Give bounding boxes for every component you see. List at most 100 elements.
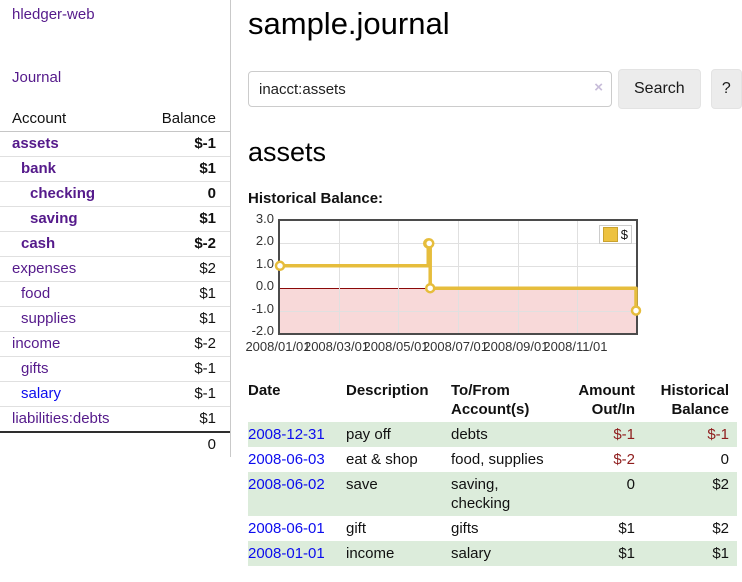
- account-row: checking 0: [0, 181, 230, 207]
- account-row: supplies $1: [0, 306, 230, 332]
- col-date-label: Date: [248, 382, 281, 399]
- account-row: bank $1: [0, 156, 230, 182]
- main-content: sample.journal × Search ? assets Histori…: [231, 0, 742, 566]
- data-point-marker: [630, 305, 642, 316]
- transaction-balance: $-1: [707, 426, 729, 443]
- chart-title: Historical Balance:: [248, 190, 384, 207]
- transaction-date-link[interactable]: 2008-06-02: [248, 476, 325, 493]
- transaction-date-link[interactable]: 2008-06-03: [248, 451, 325, 468]
- balance-chart: $ 3.0 2.0 1.0 0.0 -1.0 -2.0 2008/01/01 2008/03/…: [245, 211, 728, 363]
- account-link-expenses[interactable]: expenses: [12, 260, 77, 277]
- register-table-body: 2008-12-31 pay off debts $-1 $-1 2008-06-03 ea…: [248, 422, 737, 566]
- account-row: income $-2: [0, 331, 230, 357]
- v-gridline: [517, 221, 519, 333]
- data-point-marker: [274, 260, 286, 272]
- y-tick-label: 2.0: [255, 233, 274, 249]
- account-balance: $-1: [132, 356, 230, 382]
- register-table: Date Description To/From Account(s) Amou…: [248, 379, 737, 566]
- search-box: ×: [248, 71, 612, 107]
- legend-swatch: [602, 227, 618, 242]
- account-row: cash $-2: [0, 231, 230, 257]
- help-button[interactable]: ?: [710, 69, 742, 109]
- account-link-food[interactable]: food: [21, 285, 51, 302]
- transaction-description: income: [346, 545, 395, 562]
- page-title: sample.journal: [248, 6, 450, 41]
- transaction-date-link[interactable]: 2008-01-01: [248, 545, 325, 562]
- transaction-balance: $1: [712, 545, 729, 562]
- accounts-table-body: assets $-1 bank $1 checking 0 saving $1 cash $-2 e…: [0, 131, 230, 433]
- accounts-total-value: 0: [132, 431, 230, 457]
- accounts-total-spacer: [0, 431, 133, 457]
- v-gridline: [338, 221, 340, 333]
- col-balance: Historical Balance: [660, 382, 729, 418]
- transaction-amount: 0: [626, 476, 635, 493]
- data-point-marker: [424, 282, 436, 294]
- account-link-gifts[interactable]: gifts: [21, 360, 49, 377]
- accounts-table: Account Balance assets $-1 bank $1 checking 0…: [0, 107, 230, 457]
- col-accounts: To/From Account(s): [451, 382, 530, 418]
- transaction-date-link[interactable]: 2008-12-31: [248, 426, 325, 443]
- y-tick-label: 3.0: [255, 211, 274, 226]
- account-balance: $1: [132, 206, 230, 232]
- app-layout: hledger-web Journal Account Balance asse…: [0, 0, 742, 566]
- transaction-row: 2008-12-31 pay off debts $-1 $-1: [248, 422, 737, 447]
- accounts-header-row: Account Balance: [0, 107, 230, 132]
- plot-area: $: [274, 219, 642, 335]
- account-link-liabilities-debts[interactable]: liabilities:debts: [12, 410, 110, 427]
- transaction-row: 2008-06-03 eat & shop food, supplies $-2 0: [248, 447, 737, 472]
- transaction-row: 2008-06-02 save saving, checking 0 $2: [248, 472, 737, 516]
- chart-legend: $: [598, 225, 632, 244]
- account-row: assets $-1: [0, 131, 230, 157]
- journal-nav-link[interactable]: Journal: [12, 69, 62, 86]
- chart-canvas: [274, 238, 642, 316]
- brand-link[interactable]: hledger-web: [12, 6, 95, 23]
- account-link-assets[interactable]: assets: [12, 135, 59, 152]
- account-link-bank[interactable]: bank: [21, 160, 57, 177]
- sidebar-nav: Journal: [12, 69, 230, 86]
- account-balance: $-1: [132, 381, 230, 407]
- account-balance: $-2: [132, 331, 230, 357]
- v-gridline: [457, 221, 459, 333]
- transaction-balance: $2: [712, 520, 729, 537]
- account-balance: $1: [132, 156, 230, 182]
- transaction-amount: $1: [618, 545, 635, 562]
- transaction-description: eat & shop: [346, 451, 418, 468]
- x-tick-label: 2008/07/01: [422, 339, 489, 354]
- account-balance: $-2: [132, 231, 230, 257]
- account-link-checking[interactable]: checking: [30, 185, 96, 202]
- v-gridline: [398, 221, 400, 333]
- account-row: food $1: [0, 281, 230, 307]
- search-input[interactable]: [248, 71, 612, 107]
- transaction-date-link[interactable]: 2008-06-01: [248, 520, 325, 537]
- x-tick-label: 2008/09/01: [483, 339, 549, 354]
- account-balance: 0: [132, 181, 230, 207]
- data-point-marker: [423, 238, 435, 249]
- account-row: gifts $-1: [0, 356, 230, 382]
- balance-step-line: [280, 241, 638, 311]
- register-header-row: Date Description To/From Account(s) Amou…: [248, 379, 737, 422]
- account-link-saving[interactable]: saving: [30, 210, 78, 227]
- transaction-balance: 0: [720, 451, 729, 468]
- x-tick-label: 2008/11/01: [543, 339, 608, 354]
- transaction-row: 2008-06-01 gift gifts $1 $2: [248, 516, 737, 541]
- account-link-income[interactable]: income: [12, 335, 61, 352]
- transaction-accounts: debts: [451, 426, 488, 443]
- transaction-accounts: food, supplies: [451, 451, 544, 468]
- clear-search-icon[interactable]: ×: [594, 79, 603, 96]
- account-link-supplies[interactable]: supplies: [21, 310, 77, 327]
- search-form: × Search ?: [248, 69, 742, 109]
- accounts-header-account: Account: [0, 107, 133, 132]
- account-row: expenses $2: [0, 256, 230, 282]
- col-date[interactable]: Date: [248, 379, 346, 422]
- search-button[interactable]: Search: [618, 69, 701, 109]
- account-link-cash[interactable]: cash: [21, 235, 56, 252]
- account-balance: $1: [132, 281, 230, 307]
- account-link-salary[interactable]: salary: [21, 385, 62, 402]
- accounts-header-balance: Balance: [132, 107, 230, 132]
- account-row: salary $-1: [0, 381, 230, 407]
- transaction-accounts: gifts: [451, 520, 479, 537]
- account-balance: $1: [132, 406, 230, 433]
- accounts-total-row: 0: [0, 431, 230, 457]
- brand: hledger-web: [12, 6, 230, 23]
- v-gridline: [577, 221, 579, 333]
